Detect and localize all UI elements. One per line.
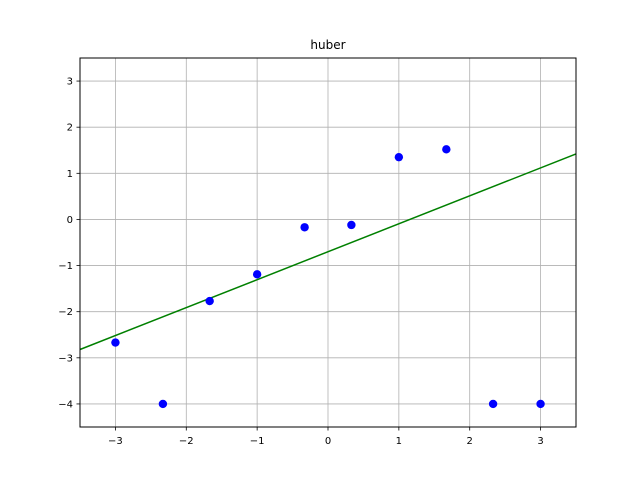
data-point	[347, 220, 356, 230]
data-point	[158, 399, 168, 409]
y-tick-label: 0	[67, 215, 73, 226]
chart-title: huber	[310, 38, 345, 52]
data-point	[300, 223, 309, 232]
y-tick-label: 3	[67, 77, 73, 88]
y-axis-ticks: −4 −3 −2 −1 0 1 2 3	[58, 77, 80, 410]
data-point	[442, 145, 451, 154]
x-tick-label: −3	[108, 436, 123, 447]
x-tick-label: −1	[250, 436, 265, 447]
x-tick-label: −2	[179, 436, 194, 447]
data-point	[205, 296, 214, 306]
data-point	[252, 270, 262, 279]
y-tick-label: −2	[58, 307, 73, 318]
scatter-points	[111, 145, 545, 409]
data-point	[394, 152, 404, 162]
fit-line	[79, 153, 577, 351]
x-tick-label: 3	[537, 436, 543, 447]
x-tick-label: 1	[396, 436, 402, 447]
y-tick-label: −3	[58, 353, 73, 364]
y-tick-label: −4	[58, 399, 73, 410]
y-tick-label: 2	[67, 123, 73, 134]
data-point	[488, 399, 498, 409]
grid	[80, 58, 576, 427]
x-tick-label: 2	[467, 436, 473, 447]
y-tick-label: 1	[67, 169, 73, 180]
x-tick-label: 0	[325, 436, 331, 447]
x-axis-ticks: −3 −2 −1 0 1 2 3	[108, 427, 544, 447]
data-point	[536, 399, 545, 409]
data-point	[111, 338, 120, 347]
fit-line-layer	[79, 153, 577, 351]
y-tick-label: −1	[58, 261, 73, 272]
